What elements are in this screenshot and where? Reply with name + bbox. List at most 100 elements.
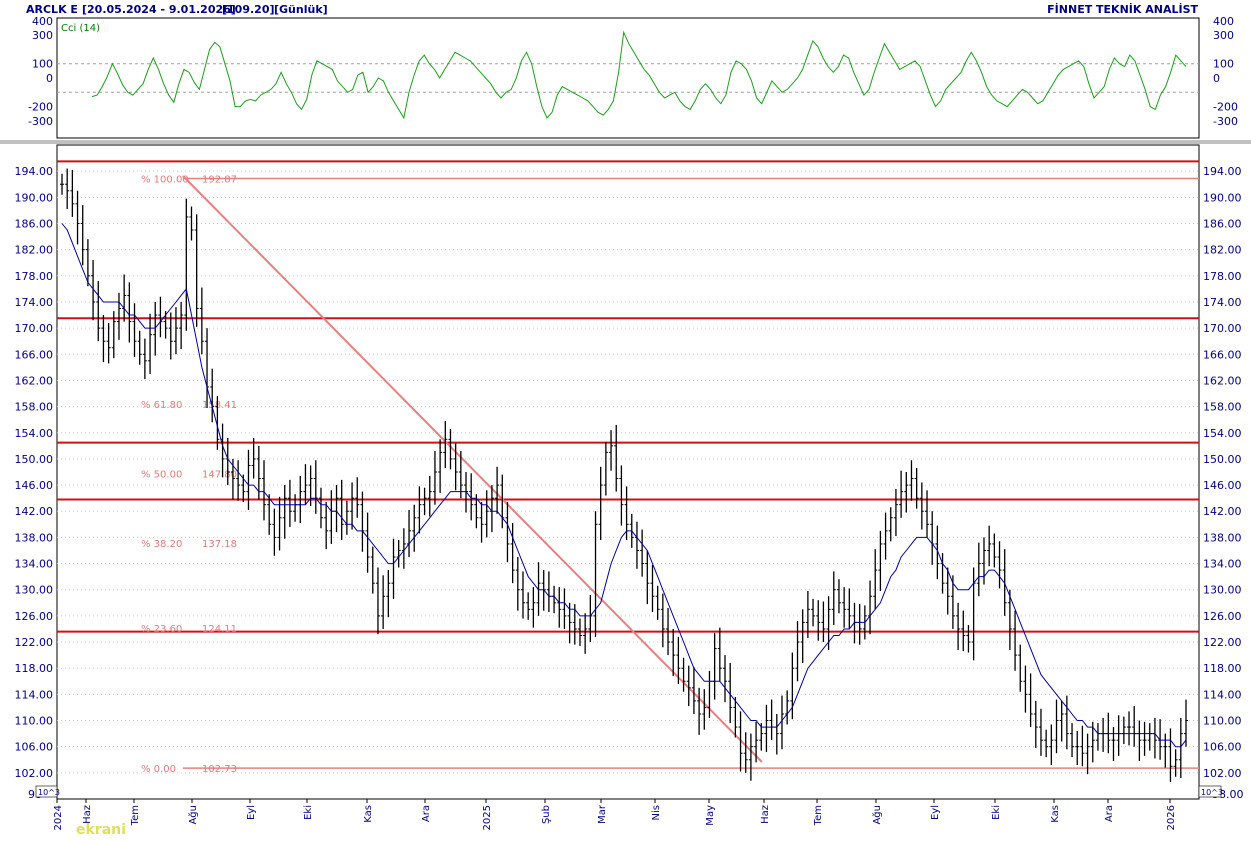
time-label: Ara [1104, 805, 1115, 822]
time-label: Haz [760, 805, 771, 824]
cci-tick-right: -200 [1213, 101, 1238, 114]
cci-tick-right: 400 [1213, 15, 1234, 28]
price-tick-left: 134.00 [15, 558, 54, 571]
price-tick-right: 134.00 [1203, 558, 1242, 571]
cci-tick-right: 300 [1213, 29, 1234, 42]
price-tick-left: 174.00 [15, 296, 54, 309]
fibonacci-pct-label: % 0.00 [141, 764, 176, 775]
time-label: 2024 [53, 805, 64, 830]
fibonacci-trend-line[interactable] [182, 175, 763, 763]
price-tick-right: 110.00 [1203, 715, 1242, 728]
time-label: Eki [991, 805, 1002, 820]
symbol-label: ARCLK E [26, 3, 78, 16]
time-label: Tem [813, 805, 824, 826]
brand-label: FİNNET TEKNİK ANALİST [1047, 2, 1198, 16]
price-tick-left: 130.00 [15, 584, 54, 597]
price-tick-right: 106.00 [1203, 741, 1242, 754]
price-tick-right: 162.00 [1203, 374, 1242, 387]
price-tick-right: 174.00 [1203, 296, 1242, 309]
price-tick-left: 178.00 [15, 270, 54, 283]
price-tick-left: 158.00 [15, 401, 54, 414]
moving-average-line [61, 223, 1187, 748]
watermark: ekrani [76, 822, 126, 838]
price-tick-right: 154.00 [1203, 427, 1242, 440]
price-tick-right: 190.00 [1203, 191, 1242, 204]
time-label: Kas [1050, 805, 1061, 823]
fibonacci-value-label: 192.87 [202, 175, 237, 186]
date-range-label: [20.05.2024 - 9.01.2026] [82, 3, 236, 16]
indicator-name: Cci (14) [61, 23, 100, 34]
fibonacci-value-label: 147.80 [202, 469, 237, 480]
time-axis: 2024 Haz Tem Ağu Eyl Eki Kas Ara 2025 Şub Mar Nis Ma… [53, 799, 1177, 830]
price-tick-right: 170.00 [1203, 322, 1242, 335]
multiplier-box-right [1198, 785, 1222, 798]
price-tick-left: 170.00 [15, 322, 54, 335]
price-left-axis: 194.00 190.00 186.00 182.00 178.00 174.00 170.… [15, 165, 54, 780]
price-tick-right: 150.00 [1203, 453, 1242, 466]
price-tick-right: 186.00 [1203, 217, 1242, 230]
time-label: Ağu [187, 805, 199, 825]
time-label: Ara [421, 805, 432, 822]
panel-separator[interactable] [0, 140, 1251, 144]
cci-tick-left: 400 [32, 15, 53, 28]
price-tick-right: 142.00 [1203, 505, 1242, 518]
fibonacci-value-label: 137.18 [202, 539, 237, 550]
time-label: Ağu [871, 805, 883, 825]
price-tick-right: 126.00 [1203, 610, 1242, 623]
cci-tick-left: 100 [32, 58, 53, 71]
cci-tick-left: -300 [28, 115, 53, 128]
cci-tick-right: -300 [1213, 115, 1238, 128]
time-label: Şub [541, 805, 552, 824]
price-tick-left: 154.00 [15, 427, 54, 440]
multiplier-label-left: 10^3 [38, 788, 60, 797]
time-label: Eyl [930, 805, 941, 820]
price-tick-left: 150.00 [15, 453, 54, 466]
price-tick-left: 194.00 [15, 165, 54, 178]
time-label: Eyl [246, 805, 257, 820]
price-tick-left: 122.00 [15, 636, 54, 649]
fibonacci-value-label: 124.11 [202, 624, 237, 635]
time-label: May [705, 805, 716, 826]
price-tick-left: 114.00 [15, 688, 54, 701]
price-bars [60, 168, 1188, 782]
price-tick-right: 166.00 [1203, 348, 1242, 361]
price-tick-left: 142.00 [15, 505, 54, 518]
price-tick-right: 182.00 [1203, 244, 1242, 257]
cci-tick-right: 100 [1213, 58, 1234, 71]
fibonacci-pct-label: % 61.80 [141, 400, 182, 411]
price-tick-left: 146.00 [15, 479, 54, 492]
time-label: Nis [651, 805, 662, 820]
price-tick-left: 126.00 [15, 610, 54, 623]
fibonacci-pct-label: % 38.20 [141, 539, 182, 550]
price-tick-left: 118.00 [15, 662, 54, 675]
fibonacci-value-label: 158.41 [202, 400, 237, 411]
time-label: Eki [303, 805, 314, 820]
cci-series-line [91, 30, 1187, 120]
price-tick-left: 186.00 [15, 217, 54, 230]
time-label: Mar [597, 804, 608, 824]
time-label: Tem [130, 805, 141, 826]
time-label: Haz [82, 805, 93, 824]
support-resistance-lines[interactable] [57, 160, 1199, 633]
price-tick-left: 190.00 [15, 191, 54, 204]
time-label: 2025 [482, 805, 493, 830]
fibonacci-pct-label: % 23.60 [141, 624, 182, 635]
indicator-panel [56, 17, 1200, 139]
multiplier-box-left [35, 785, 58, 798]
fibonacci-lines[interactable]: % 100.00 192.87 % 61.80 158.41 % 50.00 147.80… [141, 175, 1199, 776]
cci-tick-right: 0 [1213, 72, 1220, 85]
price-tick-right: 114.00 [1203, 688, 1242, 701]
multiplier-label-right: 10^3 [1201, 788, 1223, 797]
price-right-axis: 194.00 190.00 186.00 182.00 178.00 174.00 170.… [1203, 165, 1242, 780]
price-tick-left: 182.00 [15, 244, 54, 257]
cci-tick-left: -200 [28, 101, 53, 114]
price-tick-right: 178.00 [1203, 270, 1242, 283]
price-tick-left: 110.00 [15, 715, 54, 728]
price-tick-right: 102.00 [1203, 767, 1242, 780]
last-price-label: [109.20] [222, 3, 275, 16]
time-label: 2026 [1166, 805, 1177, 830]
fibonacci-value-label: 102.73 [202, 764, 237, 775]
price-tick-right: 118.00 [1203, 662, 1242, 675]
